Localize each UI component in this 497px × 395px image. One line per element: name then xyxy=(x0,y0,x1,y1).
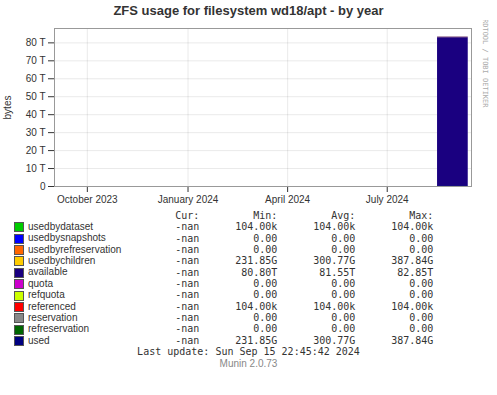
html-text:0.00: 0.00 xyxy=(331,232,356,244)
svg-text:January 2024: January 2024 xyxy=(158,194,219,205)
html-text:usedbydataset: usedbydataset xyxy=(28,221,94,232)
svg-text:April 2024: April 2024 xyxy=(265,194,310,205)
html-text:387.84G: 387.84G xyxy=(391,334,434,346)
html-text:-nan: -nan xyxy=(175,232,200,244)
html-text:387.84G: 387.84G xyxy=(391,255,434,267)
html-text:0.00: 0.00 xyxy=(253,243,278,255)
html-text:usedbysnapshots: usedbysnapshots xyxy=(28,232,106,244)
html-text:Min:: Min: xyxy=(253,210,278,221)
html-text:0.00: 0.00 xyxy=(409,278,434,289)
html-text:refreservation: refreservation xyxy=(28,323,90,335)
svg-text:0: 0 xyxy=(40,181,46,192)
html-text:231.85G: 231.85G xyxy=(235,255,278,267)
svg-text:July 2024: July 2024 xyxy=(366,194,409,205)
svg-text:50 T: 50 T xyxy=(26,91,46,102)
html-text:300.77G: 300.77G xyxy=(313,334,356,346)
html-text:-nan: -nan xyxy=(175,255,200,267)
html-text:Avg:: Avg: xyxy=(331,210,356,221)
svg-text:40 T: 40 T xyxy=(26,109,46,120)
svg-text:bytes: bytes xyxy=(2,96,13,120)
html-text:Cur:: Cur: xyxy=(175,210,200,221)
html-text:0.00: 0.00 xyxy=(409,232,434,244)
html-text:0.00: 0.00 xyxy=(253,289,278,301)
html-text:104.00k: 104.00k xyxy=(235,221,278,233)
html-text:Last update: Sun Sep 15 22:45:: Last update: Sun Sep 15 22:45:42 2024 xyxy=(137,346,360,357)
html-text:Max:: Max: xyxy=(409,210,434,221)
html-text:0.00: 0.00 xyxy=(409,243,434,255)
html-text:-nan: -nan xyxy=(175,266,200,278)
html-text:104.00k: 104.00k xyxy=(391,300,434,312)
svg-text:20 T: 20 T xyxy=(26,145,46,156)
html-text:-nan: -nan xyxy=(175,221,200,233)
html-text:104.00k: 104.00k xyxy=(391,221,434,233)
html-text:used: used xyxy=(28,334,50,346)
html-text:0.00: 0.00 xyxy=(253,278,278,289)
html-text:0.00: 0.00 xyxy=(331,278,356,289)
html-text:-nan: -nan xyxy=(175,289,200,301)
svg-text:RRDTOOL / TOBI OETIKER: RRDTOOL / TOBI OETIKER xyxy=(481,20,489,108)
html-text:104.00k: 104.00k xyxy=(235,300,278,312)
html-text:quota: quota xyxy=(28,277,53,289)
html-text:-nan: -nan xyxy=(175,312,200,323)
html-text:0.00: 0.00 xyxy=(409,323,434,335)
html-text:0.00: 0.00 xyxy=(331,323,356,335)
html-text:available: available xyxy=(28,266,68,278)
html-text:refquota: refquota xyxy=(28,289,65,301)
html-text:ZFS usage for filesystem wd18/: ZFS usage for filesystem wd18/apt - by y… xyxy=(113,3,384,18)
svg-text:30 T: 30 T xyxy=(26,127,46,138)
html-text:usedbyrefreservation: usedbyrefreservation xyxy=(28,243,122,255)
html-text:0.00: 0.00 xyxy=(253,323,278,335)
html-text:0.00: 0.00 xyxy=(331,243,356,255)
html-text:82.85T: 82.85T xyxy=(397,266,434,278)
html-text:-nan: -nan xyxy=(175,243,200,255)
html-text:80.80T: 80.80T xyxy=(241,266,278,278)
html-text:231.85G: 231.85G xyxy=(235,334,278,346)
html-text:300.77G: 300.77G xyxy=(313,255,356,267)
svg-text:70 T: 70 T xyxy=(26,55,46,66)
svg-text:80 T: 80 T xyxy=(26,37,46,48)
html-text:-nan: -nan xyxy=(175,300,200,312)
html-text:104.00k: 104.00k xyxy=(313,300,356,312)
html-text:0.00: 0.00 xyxy=(253,312,278,323)
html-text:referenced: referenced xyxy=(28,300,76,312)
html-text:81.55T: 81.55T xyxy=(319,266,356,278)
html-text:-nan: -nan xyxy=(175,334,200,346)
svg-text:60 T: 60 T xyxy=(26,73,46,84)
html-text:reservation: reservation xyxy=(28,311,78,323)
html-text:-nan: -nan xyxy=(175,323,200,335)
html-text:0.00: 0.00 xyxy=(409,289,434,301)
svg-text:October 2023: October 2023 xyxy=(57,194,118,205)
html-text:0.00: 0.00 xyxy=(253,232,278,244)
html-text:104.00k: 104.00k xyxy=(313,221,356,233)
html-text:-nan: -nan xyxy=(175,278,200,289)
html-text:0.00: 0.00 xyxy=(409,312,434,323)
html-text:0.00: 0.00 xyxy=(331,312,356,323)
svg-text:10 T: 10 T xyxy=(26,163,46,174)
html-text:0.00: 0.00 xyxy=(331,289,356,301)
html-text:usedbychildren: usedbychildren xyxy=(28,255,96,267)
html-text:Munin 2.0.73: Munin 2.0.73 xyxy=(219,358,278,369)
